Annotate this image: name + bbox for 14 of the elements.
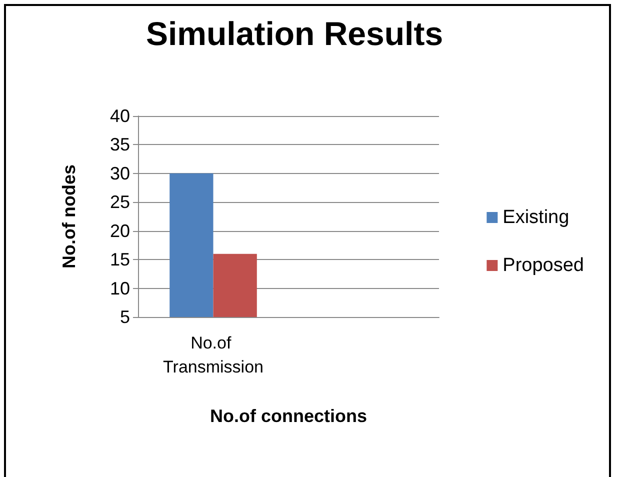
y-tick-label: 35 xyxy=(110,134,130,155)
y-tick-label: 30 xyxy=(110,163,130,184)
legend-label: Existing xyxy=(502,207,570,228)
x-tick-label: No.of Transmission xyxy=(163,334,264,376)
y-axis-title: No.of nodes xyxy=(59,164,79,268)
x-axis-title: No.of connections xyxy=(210,406,367,426)
y-tick-label: 15 xyxy=(110,250,130,270)
y-tick-label: 40 xyxy=(110,106,130,126)
y-tick-label: 20 xyxy=(110,220,130,241)
legend-label: Proposed xyxy=(502,255,584,276)
y-tick-label: 5 xyxy=(120,307,130,327)
y-tick-label: 25 xyxy=(110,192,130,212)
chart-title: Simulation Results xyxy=(146,15,444,52)
y-tick-label: 10 xyxy=(110,278,130,298)
